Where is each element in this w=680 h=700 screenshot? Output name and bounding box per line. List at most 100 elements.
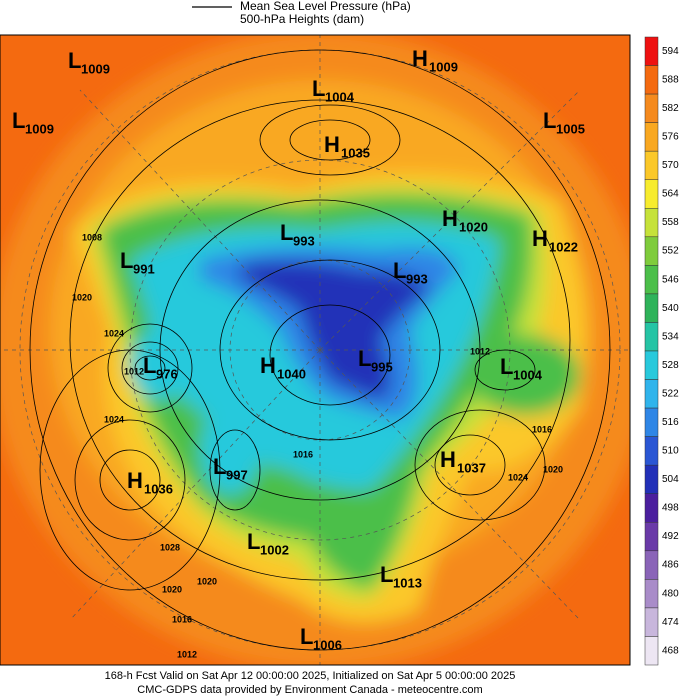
center-type: H <box>324 132 340 157</box>
center-type: H <box>260 353 276 378</box>
center-type: L <box>500 354 513 379</box>
colorbar-cell <box>644 464 659 494</box>
colorbar-cell <box>644 607 659 637</box>
colorbar-cell <box>644 579 659 609</box>
center-type: L <box>213 454 226 479</box>
colorbar-cell <box>644 208 659 238</box>
colorbar-label: 504 <box>662 474 679 485</box>
isobar-label: 1028 <box>160 542 180 552</box>
center-type: H <box>412 46 428 71</box>
isobar-label: 1016 <box>172 614 192 624</box>
colorbar-label: 546 <box>662 274 679 285</box>
center-value: 1002 <box>260 542 289 557</box>
footer-line1: 168-h Fcst Valid on Sat Apr 12 00:00:00 … <box>105 670 516 682</box>
colorbar-label: 510 <box>662 446 679 457</box>
center-type: L <box>393 258 406 283</box>
colorbar-label: 474 <box>662 617 679 628</box>
center-value: 1036 <box>144 481 173 496</box>
colorbar-cell <box>644 293 659 323</box>
center-value: 1004 <box>325 89 355 104</box>
colorbar-cell <box>644 522 659 552</box>
colorbar-cell <box>644 236 659 266</box>
colorbar-label: 468 <box>662 645 679 656</box>
center-value: 1006 <box>313 637 342 652</box>
center-type: L <box>12 108 25 133</box>
colorbar-cell <box>644 122 659 152</box>
colorbar-cell <box>644 636 659 666</box>
colorbar-cell <box>644 322 659 352</box>
footer-line2: CMC-GDPS data provided by Environment Ca… <box>137 684 482 696</box>
colorbar-label: 480 <box>662 588 679 599</box>
isobar-label: 1012 <box>177 649 197 659</box>
colorbar-label: 486 <box>662 560 679 571</box>
center-value: 993 <box>293 233 315 248</box>
center-type: L <box>280 220 293 245</box>
center-value: 995 <box>371 359 393 374</box>
center-type: L <box>380 562 393 587</box>
colorbar-label: 516 <box>662 417 679 428</box>
center-value: 1040 <box>277 366 306 381</box>
isobar-label: 1008 <box>82 232 102 242</box>
colorbar-cell <box>644 493 659 523</box>
colorbar-label: 534 <box>662 331 679 342</box>
colorbar-cell <box>644 179 659 209</box>
center-value: 1037 <box>457 460 486 475</box>
colorbar-label: 576 <box>662 132 679 143</box>
center-type: L <box>358 346 371 371</box>
center-value: 1009 <box>25 121 54 136</box>
isobar-label: 1020 <box>162 584 182 594</box>
center-type: L <box>300 624 313 649</box>
colorbar-label: 552 <box>662 246 679 257</box>
center-type: L <box>543 108 556 133</box>
colorbar-label: 570 <box>662 160 679 171</box>
colorbar-label: 588 <box>662 74 679 85</box>
center-value: 1013 <box>393 575 422 590</box>
colorbar-cell <box>644 350 659 380</box>
colorbar-label: 498 <box>662 503 679 514</box>
isobar-label: 1024 <box>104 328 124 338</box>
center-type: L <box>68 48 81 73</box>
colorbar-label: 528 <box>662 360 679 371</box>
colorbar-label: 540 <box>662 303 679 314</box>
center-value: 997 <box>226 467 248 482</box>
colorbar-cell <box>644 93 659 123</box>
center-value: 1035 <box>341 145 370 160</box>
isobar-label: 1024 <box>508 472 528 482</box>
isobar-label: 1020 <box>72 292 92 302</box>
center-type: L <box>143 353 156 378</box>
legend-line-label: Mean Sea Level Pressure (hPa) <box>240 0 411 13</box>
legend-fill-label: 500-hPa Heights (dam) <box>240 12 364 26</box>
colorbar-cell <box>644 379 659 409</box>
center-value: 1022 <box>549 239 578 254</box>
center-value: 1009 <box>429 59 458 74</box>
isobar-label: 1020 <box>197 576 217 586</box>
isobar-label: 1012 <box>124 366 144 376</box>
colorbar-cell <box>644 65 659 95</box>
isobar-label: 1012 <box>470 346 490 356</box>
center-type: H <box>440 447 456 472</box>
center-value: 1005 <box>556 121 585 136</box>
isobar-label: 1016 <box>532 424 552 434</box>
colorbar-label: 522 <box>662 388 679 399</box>
center-value: 993 <box>406 271 428 286</box>
center-value: 1020 <box>459 219 488 234</box>
center-type: H <box>532 226 548 251</box>
isobar-label: 1020 <box>543 464 563 474</box>
colorbar-label: 582 <box>662 103 679 114</box>
colorbar-label: 564 <box>662 189 679 200</box>
colorbar-cell <box>644 150 659 180</box>
center-value: 991 <box>133 261 155 276</box>
isobar-label: 1024 <box>104 414 124 424</box>
center-value: 1004 <box>513 367 543 382</box>
isobar-label: 1016 <box>293 449 313 459</box>
center-type: L <box>312 76 325 101</box>
center-value: 1009 <box>81 61 110 76</box>
center-type: L <box>120 248 133 273</box>
center-value: 976 <box>156 366 178 381</box>
colorbar-label: 492 <box>662 531 679 542</box>
colorbar-label: 594 <box>662 46 679 57</box>
colorbar-cell <box>644 265 659 295</box>
